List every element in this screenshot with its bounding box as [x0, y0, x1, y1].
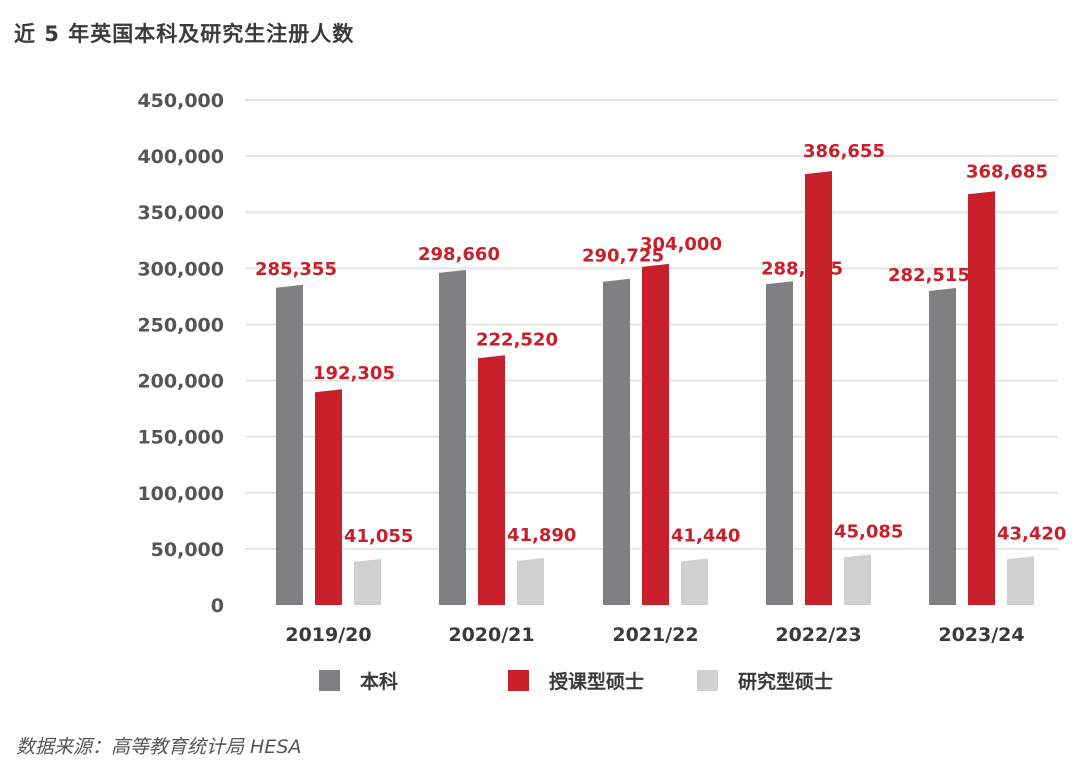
bar-taught-master [642, 263, 669, 605]
data-label: 41,055 [344, 526, 413, 547]
data-labels: 285,355 192,305 41,055 298,660 222,520 41,890… [255, 141, 1066, 547]
data-label: 222,520 [476, 329, 558, 350]
y-tick-label: 50,000 [151, 539, 224, 561]
data-label: 288,465 [761, 258, 843, 279]
legend-swatch [508, 670, 529, 691]
data-label: 298,660 [418, 244, 500, 265]
x-category-label: 2020/21 [448, 624, 534, 646]
data-label: 290,725 [582, 246, 664, 267]
legend-label: 研究型硕士 [738, 670, 833, 693]
bar-taught-master [968, 191, 995, 606]
bar-research-master [681, 558, 708, 605]
y-tick-label: 200,000 [137, 371, 224, 393]
legend-label: 本科 [360, 670, 398, 693]
bars [276, 171, 1034, 606]
legend-swatch [319, 670, 340, 691]
legend-swatch [697, 670, 718, 691]
y-axis-ticks: 0 50,000 100,000 150,000 200,000 250,000 300,0… [137, 90, 224, 617]
x-category-label: 2019/20 [285, 624, 371, 646]
data-label: 192,305 [313, 363, 395, 384]
bar-taught-master [315, 389, 342, 605]
data-label: 41,440 [671, 525, 740, 546]
data-source-note: 数据来源：高等教育统计局 HESA [16, 736, 302, 758]
bar-undergrad [276, 284, 303, 605]
y-tick-label: 450,000 [137, 90, 224, 112]
data-label: 368,685 [966, 161, 1048, 182]
y-tick-label: 300,000 [137, 258, 224, 280]
y-tick-label: 100,000 [137, 483, 224, 505]
x-axis-categories: 2019/20 2020/21 2021/22 2022/23 2023/24 [285, 624, 1024, 646]
x-category-label: 2021/22 [612, 624, 698, 646]
y-tick-label: 400,000 [137, 146, 224, 168]
bar-research-master [354, 558, 381, 605]
bar-undergrad [439, 269, 466, 605]
bar-taught-master [478, 355, 505, 605]
y-tick-label: 150,000 [137, 427, 224, 449]
chart-title: 近 5 年英国本科及研究生注册人数 [14, 22, 355, 46]
legend-label: 授课型硕士 [549, 670, 644, 693]
data-label: 43,420 [997, 523, 1066, 544]
bar-research-master [517, 557, 544, 605]
data-label: 304,000 [640, 234, 722, 255]
y-tick-label: 0 [211, 595, 224, 617]
bar-undergrad [603, 278, 630, 605]
data-label: 41,890 [507, 525, 576, 546]
bar-research-master [1007, 556, 1034, 605]
bar-undergrad [929, 287, 956, 605]
bar-undergrad [766, 281, 793, 605]
data-label: 285,355 [255, 259, 337, 280]
y-tick-label: 250,000 [137, 314, 224, 336]
data-label: 386,655 [803, 141, 885, 162]
x-category-label: 2023/24 [938, 624, 1024, 646]
x-category-label: 2022/23 [775, 624, 861, 646]
data-label: 282,515 [888, 265, 970, 286]
bar-research-master [844, 554, 871, 605]
legend: 本科 授课型硕士 研究型硕士 [319, 670, 833, 693]
y-tick-label: 350,000 [137, 202, 224, 224]
data-label: 45,085 [834, 521, 903, 542]
bar-taught-master [805, 171, 832, 606]
